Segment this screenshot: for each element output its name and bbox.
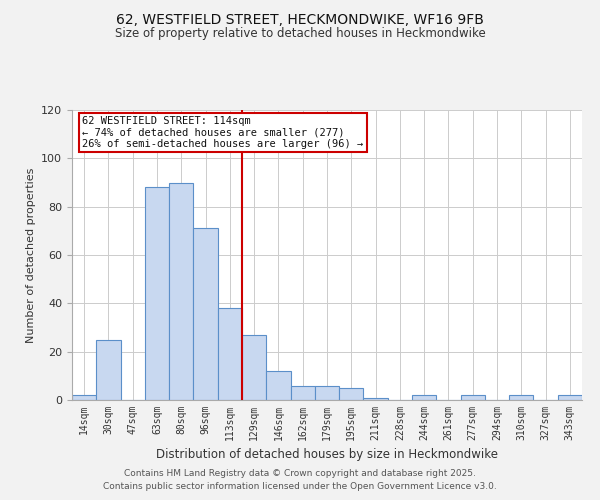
Text: Contains public sector information licensed under the Open Government Licence v3: Contains public sector information licen… <box>103 482 497 491</box>
Bar <box>412 395 436 400</box>
Bar <box>218 308 242 400</box>
Bar <box>266 371 290 400</box>
Y-axis label: Number of detached properties: Number of detached properties <box>26 168 35 342</box>
Bar <box>193 228 218 400</box>
Bar <box>290 386 315 400</box>
Bar <box>315 386 339 400</box>
X-axis label: Distribution of detached houses by size in Heckmondwike: Distribution of detached houses by size … <box>156 448 498 462</box>
Text: Size of property relative to detached houses in Heckmondwike: Size of property relative to detached ho… <box>115 28 485 40</box>
Bar <box>96 340 121 400</box>
Bar <box>339 388 364 400</box>
Bar <box>242 335 266 400</box>
Text: Contains HM Land Registry data © Crown copyright and database right 2025.: Contains HM Land Registry data © Crown c… <box>124 468 476 477</box>
Bar <box>145 188 169 400</box>
Bar <box>461 395 485 400</box>
Bar <box>364 398 388 400</box>
Bar <box>509 395 533 400</box>
Bar <box>558 395 582 400</box>
Text: 62, WESTFIELD STREET, HECKMONDWIKE, WF16 9FB: 62, WESTFIELD STREET, HECKMONDWIKE, WF16… <box>116 12 484 26</box>
Text: 62 WESTFIELD STREET: 114sqm
← 74% of detached houses are smaller (277)
26% of se: 62 WESTFIELD STREET: 114sqm ← 74% of det… <box>82 116 364 149</box>
Bar <box>169 182 193 400</box>
Bar <box>72 395 96 400</box>
